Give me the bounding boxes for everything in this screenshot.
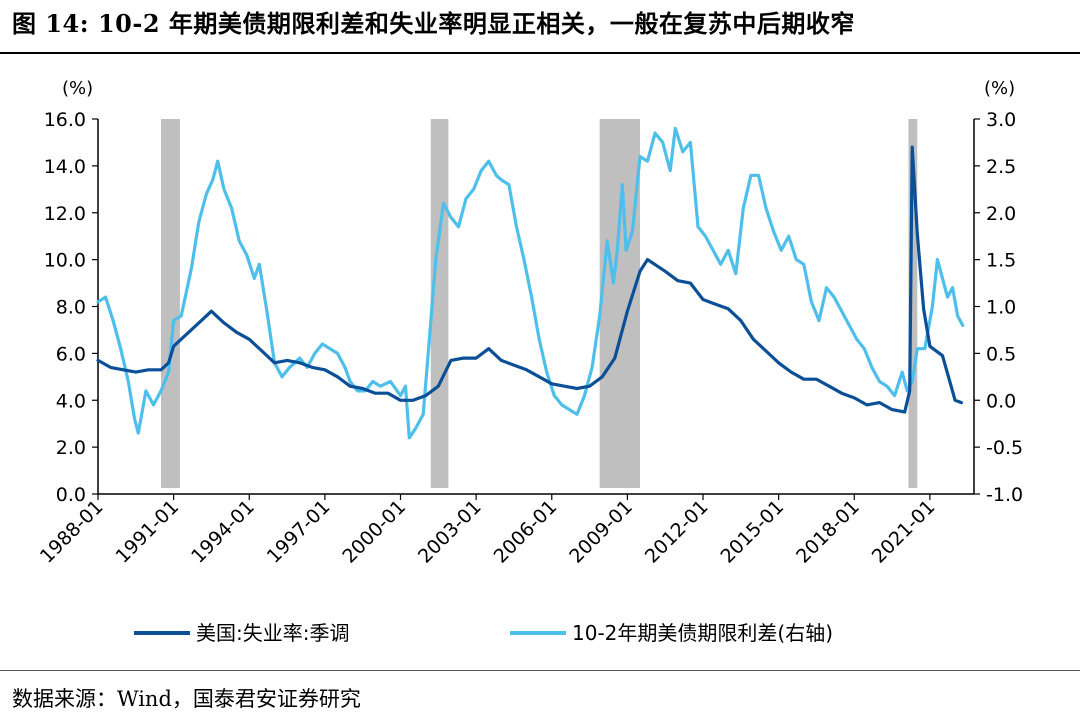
right-y-tick-label: 2.0 — [986, 203, 1016, 225]
right-y-tick-label: -1.0 — [986, 484, 1023, 506]
x-tick-label: 1997-01 — [263, 496, 335, 568]
x-tick-label: 1994-01 — [187, 496, 259, 568]
x-tick-label: 2009-01 — [565, 496, 637, 568]
right-y-tick-label: 0.0 — [986, 390, 1016, 412]
x-tick-label: 2015-01 — [716, 496, 788, 568]
left-axis-unit: (%) — [62, 78, 93, 99]
x-tick-label: 1988-01 — [36, 496, 108, 568]
x-tick-label: 2006-01 — [490, 496, 562, 568]
legend-label-unemployment: 美国:失业率:季调 — [196, 621, 349, 645]
recession-band-1 — [430, 119, 449, 488]
x-tick-label: 2003-01 — [414, 496, 486, 568]
right-axis-unit: (%) — [984, 78, 1015, 99]
left-y-tick-label: 0.0 — [56, 484, 86, 506]
series-line-unemployment — [96, 145, 963, 414]
right-y-tick-label: -0.5 — [986, 437, 1023, 459]
x-tick-label: 2021-01 — [868, 496, 940, 568]
series-line-spread — [96, 126, 965, 440]
left-y-tick-label: 14.0 — [44, 156, 86, 178]
right-y-tick-label: 1.5 — [986, 250, 1016, 272]
series-lines — [96, 126, 965, 440]
x-tick-label: 2018-01 — [792, 496, 864, 568]
recession-bands — [161, 119, 918, 488]
left-y-tick-label: 16.0 — [44, 109, 86, 131]
left-y-tick-label: 6.0 — [56, 343, 86, 365]
x-tick-label: 1991-01 — [111, 496, 183, 568]
left-y-tick-label: 12.0 — [44, 203, 86, 225]
recession-band-3 — [908, 119, 918, 488]
footer-divider — [0, 670, 1080, 671]
right-y-tick-label: 2.5 — [986, 156, 1016, 178]
right-y-tick-label: 1.0 — [986, 297, 1016, 319]
right-y-tick-label: 3.0 — [986, 109, 1016, 131]
left-y-tick-label: 8.0 — [56, 297, 86, 319]
title-divider — [0, 52, 1080, 54]
recession-band-2 — [599, 119, 640, 488]
figure-title: 图 14: 10-2 年期美债期限利差和失业率明显正相关，一般在复苏中后期收窄 — [12, 9, 855, 38]
left-y-tick-label: 10.0 — [44, 250, 86, 272]
legend: 美国:失业率:季调 10-2年期美债期限利差(右轴) — [134, 621, 833, 645]
x-tick-label: 2012-01 — [641, 496, 713, 568]
left-y-tick-label: 4.0 — [56, 390, 86, 412]
data-source-note: 数据来源：Wind，国泰君安证券研究 — [12, 687, 361, 711]
left-y-tick-label: 2.0 — [56, 437, 86, 459]
x-tick-label: 2000-01 — [338, 496, 410, 568]
legend-label-spread: 10-2年期美债期限利差(右轴) — [572, 621, 833, 645]
recession-band-0 — [161, 119, 180, 488]
right-y-tick-label: 0.5 — [986, 343, 1016, 365]
chart-area: 0.0 2.0 4.0 6.0 8.0 10.0 12.0 14.0 16.0 -1.0 -0.5 0… — [36, 78, 1023, 645]
